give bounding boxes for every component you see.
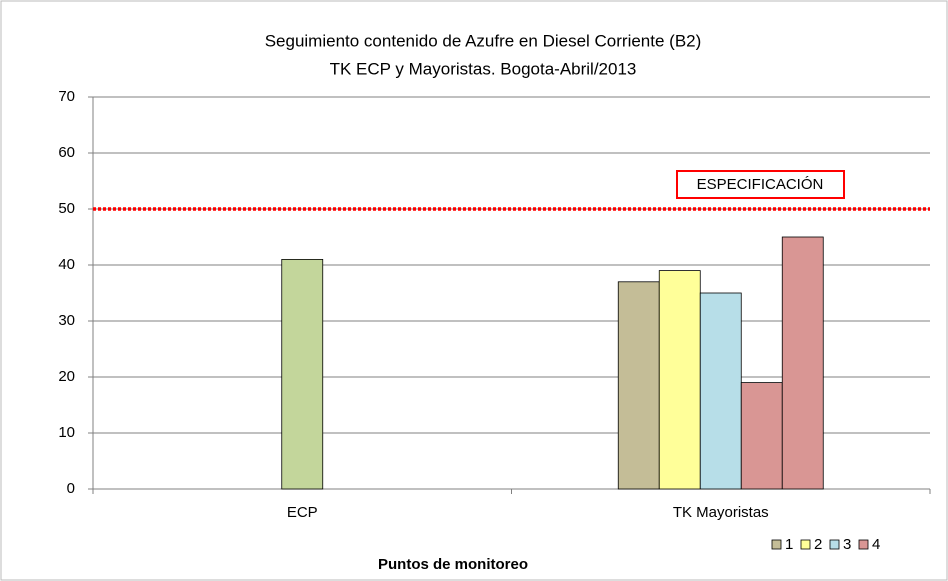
legend-swatch (800, 539, 811, 550)
bar (658, 270, 701, 490)
legend-label: 1 (785, 536, 793, 553)
legend-label: 3 (843, 536, 851, 553)
y-tick-label: 50 (58, 200, 75, 217)
x-axis-label: Puntos de monitoreo (378, 556, 528, 573)
bar (781, 236, 824, 490)
legend-swatch (771, 539, 782, 550)
bar (740, 382, 783, 490)
legend-swatch (858, 539, 869, 550)
bar (617, 281, 660, 490)
y-tick-label: 40 (58, 256, 75, 273)
chart-title: Seguimiento contenido de Azufre en Diese… (265, 31, 702, 50)
bar (281, 258, 324, 490)
bar (699, 292, 742, 490)
annotation-box (676, 170, 845, 199)
y-tick-label: 30 (58, 312, 75, 329)
legend-label: 2 (814, 536, 822, 553)
y-tick-label: 10 (58, 424, 75, 441)
y-tick-label: 0 (67, 480, 75, 497)
x-tick-label: TK Mayoristas (673, 504, 769, 521)
chart-title: TK ECP y Mayoristas. Bogota-Abril/2013 (330, 59, 637, 78)
annotation: ESPECIFICACIÓN (697, 176, 824, 193)
legend-label: 4 (872, 536, 880, 553)
y-tick-label: 70 (58, 88, 75, 105)
x-tick-label: ECP (287, 504, 318, 521)
legend-swatch (829, 539, 840, 550)
y-tick-label: 20 (58, 368, 75, 385)
y-tick-label: 60 (58, 144, 75, 161)
